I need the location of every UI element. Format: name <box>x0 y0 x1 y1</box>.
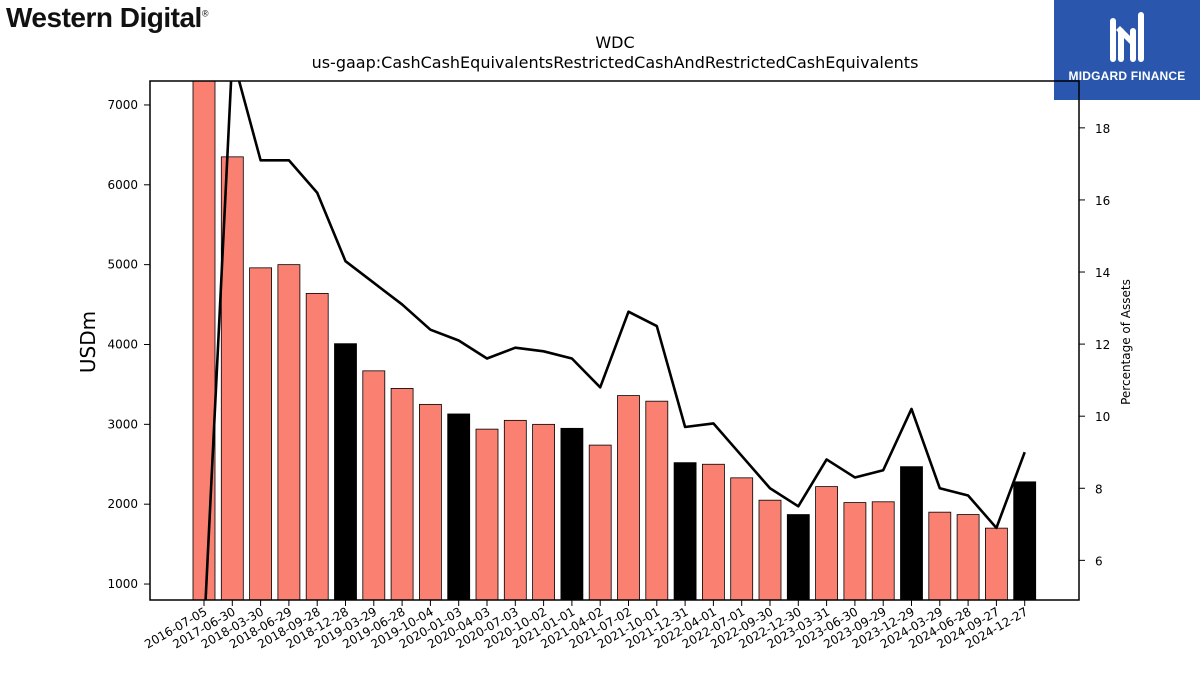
company-logo-text: Western Digital <box>6 2 202 33</box>
percentage-line <box>204 81 1026 600</box>
y2-tick-label: 8 <box>1095 482 1103 496</box>
bar-2020-07-03 <box>503 419 527 600</box>
bar-2023-03-31 <box>815 486 838 600</box>
bar-2022-07-01 <box>730 477 754 600</box>
chart-title: WDC <box>595 33 634 52</box>
y2-tick-label: 18 <box>1095 122 1110 136</box>
watermark-emblem-icon <box>1110 12 1144 62</box>
bar-2024-03-29 <box>928 511 952 600</box>
bar-2023-06-30 <box>843 502 867 600</box>
line-series <box>204 81 1026 600</box>
bar-2018-09-28 <box>305 292 329 600</box>
bar-2021-01-01 <box>560 427 584 600</box>
bar-2023-09-29 <box>871 501 895 600</box>
bar-2017-06-30 <box>220 156 244 600</box>
bar-2020-01-03 <box>447 413 471 600</box>
y-tick-label: 3000 <box>107 417 138 431</box>
bar-2019-10-04 <box>418 403 442 600</box>
bar-2023-12-29 <box>900 466 923 600</box>
y-tick-label: 2000 <box>107 497 138 511</box>
bar-2019-03-29 <box>362 370 386 600</box>
bar-2018-12-28 <box>334 343 357 600</box>
bar-2020-10-02 <box>532 423 555 600</box>
bar-2024-06-28 <box>956 514 980 600</box>
y2-axis-label: Percentage of Assets <box>1119 279 1133 405</box>
plot-frame <box>149 80 1080 601</box>
y2-tick-label: 14 <box>1095 266 1110 280</box>
y2-tick-label: 10 <box>1095 410 1110 424</box>
bar-2019-06-28 <box>390 388 414 600</box>
bar-2021-10-01 <box>645 400 669 600</box>
y2-tick-label: 6 <box>1095 554 1103 568</box>
bar-2020-04-03 <box>475 428 499 600</box>
y-tick-label: 6000 <box>107 178 138 192</box>
y-tick-label: 4000 <box>107 337 138 351</box>
y2-axis: 6 8 10 12 14 16 18 <box>1079 122 1110 568</box>
y-tick-label: 1000 <box>107 577 138 591</box>
bar-2024-09-27 <box>985 527 1008 600</box>
y-axis: 1000 2000 3000 4000 5000 6000 7000 <box>107 98 150 591</box>
y-tick-label: 7000 <box>107 98 138 112</box>
bar-2024-12-27 <box>1013 481 1037 600</box>
y-axis-label: USDm <box>76 311 100 373</box>
y2-tick-label: 16 <box>1095 194 1110 208</box>
y2-tick-label: 12 <box>1095 338 1110 352</box>
bar-2021-07-02 <box>617 395 640 600</box>
bar-2021-04-02 <box>588 444 612 600</box>
bar-2021-12-31 <box>673 462 697 600</box>
bar-2022-12-30 <box>786 514 810 600</box>
bar-2018-03-30 <box>249 267 273 600</box>
registered-mark: ® <box>201 8 209 19</box>
company-logo: Western Digital® <box>6 2 208 34</box>
bar-2022-04-01 <box>702 463 725 600</box>
watermark-text: MIDGARD FINANCE <box>1068 69 1186 83</box>
bar-series <box>192 81 1037 600</box>
bar-2016-07-05 <box>192 81 216 600</box>
x-axis: 2016-07-052017-06-302018-03-302018-06-29… <box>142 600 1030 651</box>
bar-2018-06-29 <box>277 264 301 600</box>
y-tick-label: 5000 <box>107 258 138 272</box>
chart-subtitle: us-gaap:CashCashEquivalentsRestrictedCas… <box>312 53 919 72</box>
bar-2022-09-30 <box>758 499 782 600</box>
